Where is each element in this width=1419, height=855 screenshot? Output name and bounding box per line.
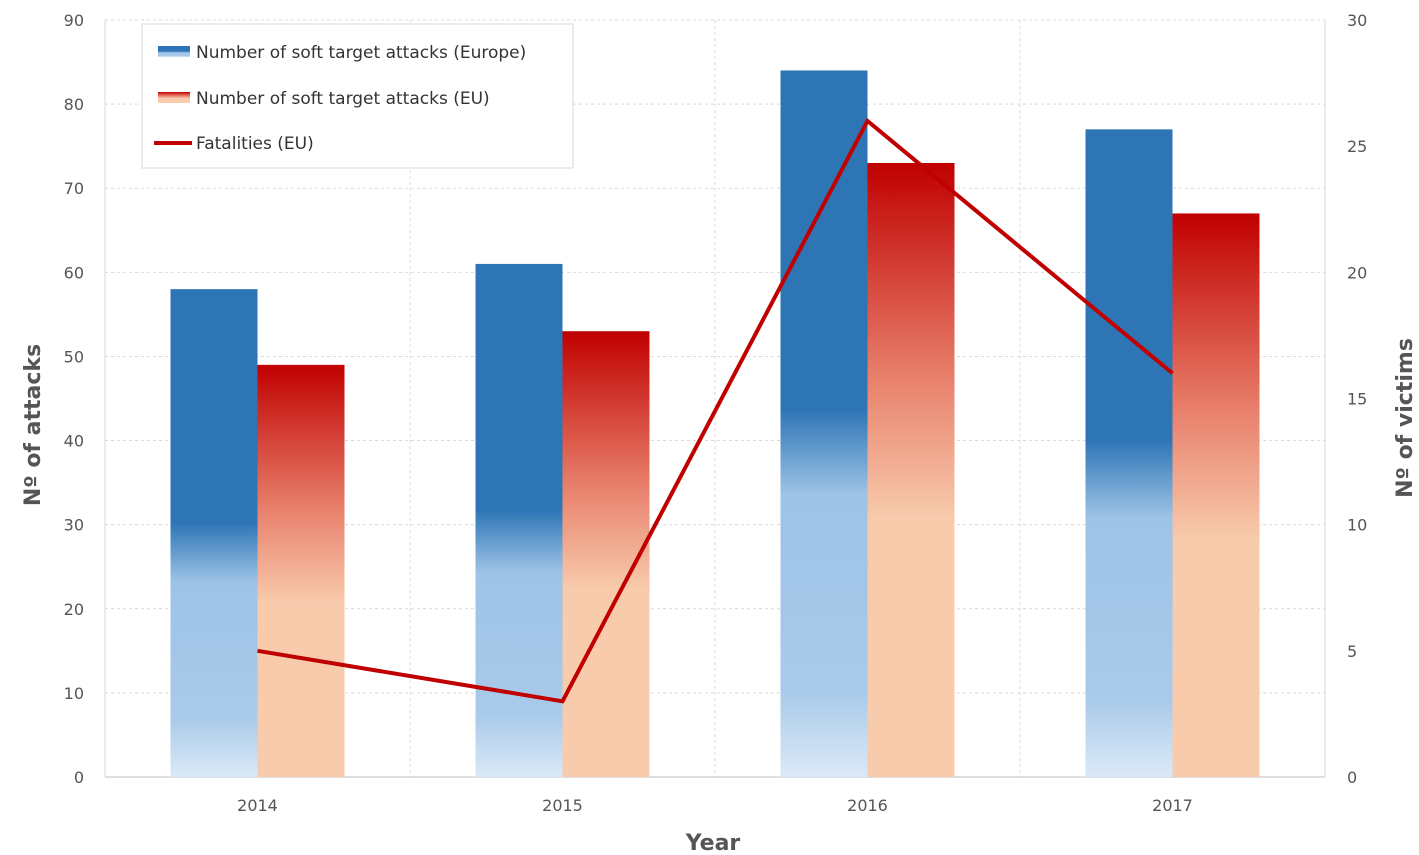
y2-tick-label: 20 — [1347, 263, 1367, 282]
y-tick-label: 80 — [64, 95, 84, 114]
y2-tick-label: 0 — [1347, 768, 1357, 787]
bar-europe — [780, 70, 868, 777]
legend-swatch-europe — [158, 46, 190, 57]
y-tick-label: 50 — [64, 347, 84, 366]
legend-label-eu: Number of soft target attacks (EU) — [196, 89, 490, 109]
fatalities-line — [257, 117, 1174, 704]
y-tick-label: 10 — [64, 684, 84, 703]
y2-tick-label: 10 — [1347, 516, 1367, 535]
bar-eu — [1172, 213, 1260, 777]
x-tick-label: 2017 — [1152, 796, 1193, 815]
bars — [170, 70, 1260, 777]
legend: Number of soft target attacks (Europe) N… — [141, 23, 574, 169]
x-tick-label: 2016 — [847, 796, 888, 815]
y-tick-label: 30 — [64, 516, 84, 535]
x-axis-title: Year — [685, 831, 741, 855]
y2-tick-label: 30 — [1347, 11, 1367, 30]
y2-tick-label: 5 — [1347, 642, 1357, 661]
bar-europe — [1085, 129, 1173, 777]
legend-label-europe: Number of soft target attacks (Europe) — [196, 43, 526, 63]
y-tick-label: 40 — [64, 432, 84, 451]
y2-tick-label: 25 — [1347, 137, 1367, 156]
legend-label-fatalities: Fatalities (EU) — [196, 134, 314, 154]
bar-eu — [257, 364, 345, 777]
y-tick-label: 0 — [74, 768, 84, 787]
legend-swatch-eu — [158, 92, 190, 103]
x-tick-label: 2015 — [542, 796, 583, 815]
y2-axis-title: Nº of victims — [1393, 338, 1418, 498]
tick-labels: 0 10 20 30 40 50 60 70 80 90 0 5 10 15 20 25 30 2014 2015 2… — [64, 11, 1368, 815]
bar-eu — [867, 162, 955, 777]
y-tick-label: 20 — [64, 600, 84, 619]
y-axis-title: Nº of attacks — [21, 344, 46, 506]
legend-box — [141, 23, 574, 169]
bar-eu — [562, 331, 650, 777]
y-tick-label: 70 — [64, 179, 84, 198]
y-tick-label: 90 — [64, 11, 84, 30]
bar-europe — [475, 263, 563, 777]
y2-tick-label: 15 — [1347, 390, 1367, 409]
fatalities-line-group — [257, 117, 1174, 704]
x-tick-label: 2014 — [237, 796, 278, 815]
bar-europe — [170, 289, 258, 777]
y-tick-label: 60 — [64, 263, 84, 282]
